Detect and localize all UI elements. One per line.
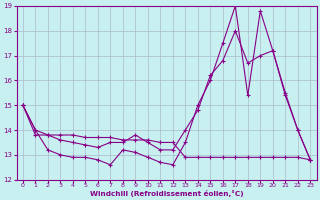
X-axis label: Windchill (Refroidissement éolien,°C): Windchill (Refroidissement éolien,°C) <box>90 190 244 197</box>
